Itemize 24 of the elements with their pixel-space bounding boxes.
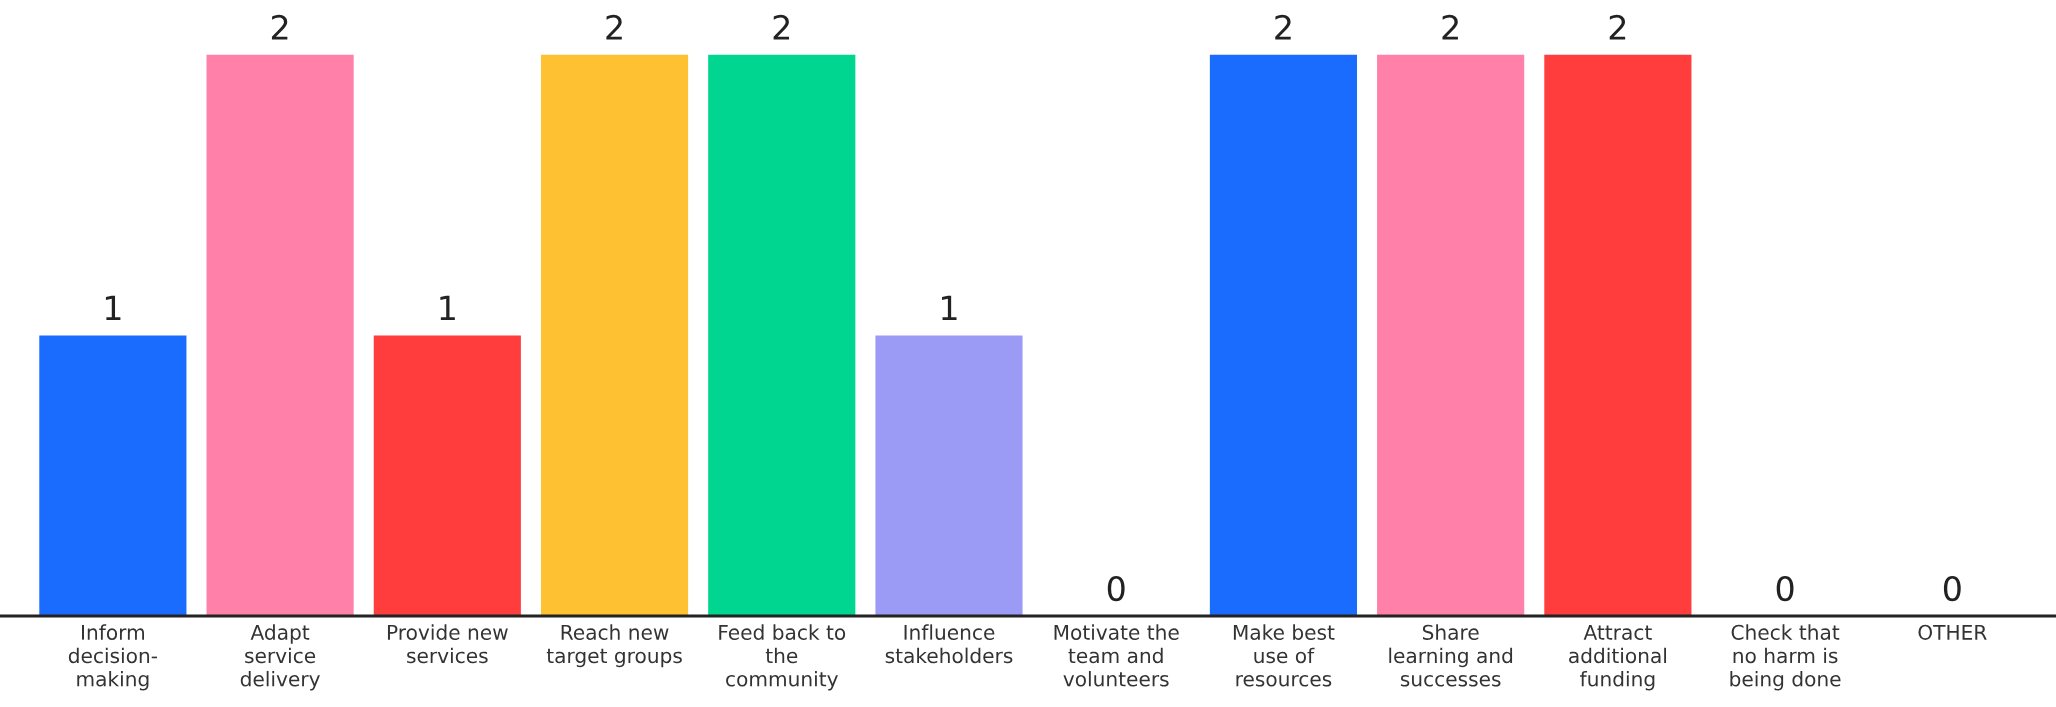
x-tick-label: Motivate the team and volunteers bbox=[1054, 624, 1179, 687]
x-tick-label: Influence stakeholders bbox=[885, 624, 1013, 664]
data-label: 1 bbox=[942, 295, 957, 321]
data-label: 1 bbox=[440, 295, 455, 321]
x-tick-label: Reach new target groups bbox=[546, 624, 682, 668]
data-label: 2 bbox=[773, 14, 790, 40]
data-label: 2 bbox=[606, 14, 622, 40]
data-label: 2 bbox=[1609, 14, 1626, 40]
data-label: 0 bbox=[1776, 575, 1794, 602]
data-label: 2 bbox=[1275, 14, 1291, 40]
data-label: 2 bbox=[1442, 14, 1458, 40]
x-tick-label: Check that no harm is being done bbox=[1730, 624, 1841, 691]
x-tick-label: OTHER bbox=[1918, 624, 1987, 640]
data-label: 1 bbox=[105, 295, 121, 321]
x-tick-label: Adapt service delivery bbox=[240, 624, 320, 691]
data-label: 2 bbox=[271, 14, 288, 40]
data-label: 0 bbox=[1107, 575, 1125, 602]
x-tick-label: Make best use of resources bbox=[1233, 624, 1335, 687]
data-label: 0 bbox=[1943, 575, 1961, 602]
x-tick-label: Feed back to the community bbox=[719, 624, 846, 691]
x-tick-label: Attract additional funding bbox=[1569, 624, 1666, 691]
x-tick-label: Share learning and successes bbox=[1389, 624, 1513, 687]
x-tick-label: Provide new services bbox=[387, 624, 508, 664]
x-tick-label: Inform decision- making bbox=[68, 624, 158, 691]
